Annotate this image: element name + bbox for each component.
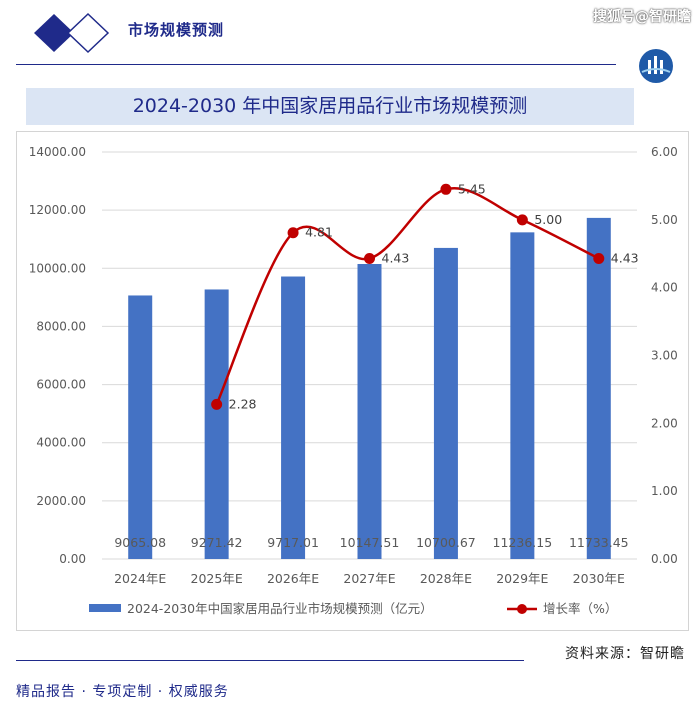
footer-tagline: 精品报告 · 专项定制 · 权威服务	[16, 684, 229, 700]
y-left-tick-label: 0.00	[59, 552, 86, 566]
growth-rate-label: 5.45	[458, 181, 486, 196]
x-tick-label: 2024年E	[114, 571, 166, 586]
bar-data-label: 11236.15	[493, 535, 553, 550]
x-tick-label: 2026年E	[267, 571, 319, 586]
y-left-tick-label: 12000.00	[29, 203, 86, 217]
bar	[128, 295, 153, 559]
header-divider	[16, 64, 616, 65]
growth-rate-point	[211, 398, 223, 410]
brand-logo-icon	[639, 49, 673, 83]
growth-rate-point	[364, 252, 375, 264]
chart-frame: 0.00 2000.00 4000.00 6000.00 8000.00 10000.00…	[16, 131, 689, 631]
growth-rate-label: 5.00	[534, 212, 562, 227]
x-tick-label: 2025年E	[191, 571, 243, 586]
growth-rate-label: 2.28	[229, 396, 257, 411]
y-right-tick-label: 3.00	[651, 349, 678, 363]
bar	[433, 247, 458, 559]
y-right-tick-label: 6.00	[651, 145, 678, 159]
y-right-tick-label: 5.00	[651, 213, 678, 227]
y-right-tick-label: 1.00	[651, 484, 678, 498]
x-tick-label: 2027年E	[343, 571, 395, 586]
bar-data-label: 9065.08	[114, 535, 166, 550]
bar	[281, 276, 306, 559]
growth-rate-label: 4.43	[611, 250, 639, 265]
chart-svg: 0.00 2000.00 4000.00 6000.00 8000.00 10000.00…	[29, 145, 678, 616]
growth-rate-label: 4.43	[382, 250, 410, 265]
chart-title: 2024-2030 年中国家居用品行业市场规模预测	[132, 95, 528, 117]
chart-banner: 2024-2030 年中国家居用品行业市场规模预测	[26, 88, 634, 125]
bar-data-label: 9717.01	[267, 535, 319, 550]
legend-bar-label: 2024-2030年中国家居用品行业市场规模预测（亿元）	[127, 601, 433, 616]
logo-diamonds-icon	[34, 12, 110, 54]
watermark: 搜狐号@智研瞻	[593, 9, 691, 25]
x-tick-label: 2029年E	[496, 571, 548, 586]
growth-rate-point	[440, 183, 452, 195]
header-title: 市场规模预测	[128, 21, 225, 39]
growth-rate-point	[593, 252, 605, 264]
bar-data-label: 10700.67	[416, 535, 476, 550]
bar	[204, 289, 229, 559]
legend-line-label: 增长率（%）	[543, 601, 617, 616]
growth-rate-point	[287, 227, 299, 239]
y-left-tick-label: 4000.00	[36, 436, 86, 450]
y-right-tick-label: 2.00	[651, 416, 678, 430]
y-right-tick-label: 4.00	[651, 281, 678, 295]
y-left-tick-label: 2000.00	[36, 494, 86, 508]
growth-rate-point	[516, 214, 528, 226]
bar	[357, 263, 382, 559]
bar-data-label: 9271.42	[191, 535, 243, 550]
y-left-tick-label: 10000.00	[29, 261, 86, 275]
y-left-tick-label: 6000.00	[36, 378, 86, 392]
bar-data-label: 10147.51	[340, 535, 400, 550]
legend-line-marker	[517, 604, 527, 614]
x-tick-label: 2030年E	[573, 571, 625, 586]
growth-rate-label: 4.81	[305, 225, 333, 240]
legend-bar-swatch	[89, 604, 121, 612]
bar	[510, 232, 535, 559]
bar-data-label: 11733.45	[569, 535, 629, 550]
y-right-tick-label: 0.00	[651, 552, 678, 566]
source-note: 资料来源：智研瞻	[565, 646, 685, 662]
footer-divider	[16, 660, 524, 661]
y-left-tick-label: 8000.00	[36, 319, 86, 333]
y-left-tick-label: 14000.00	[29, 145, 86, 159]
bar	[586, 217, 611, 559]
x-tick-label: 2028年E	[420, 571, 472, 586]
